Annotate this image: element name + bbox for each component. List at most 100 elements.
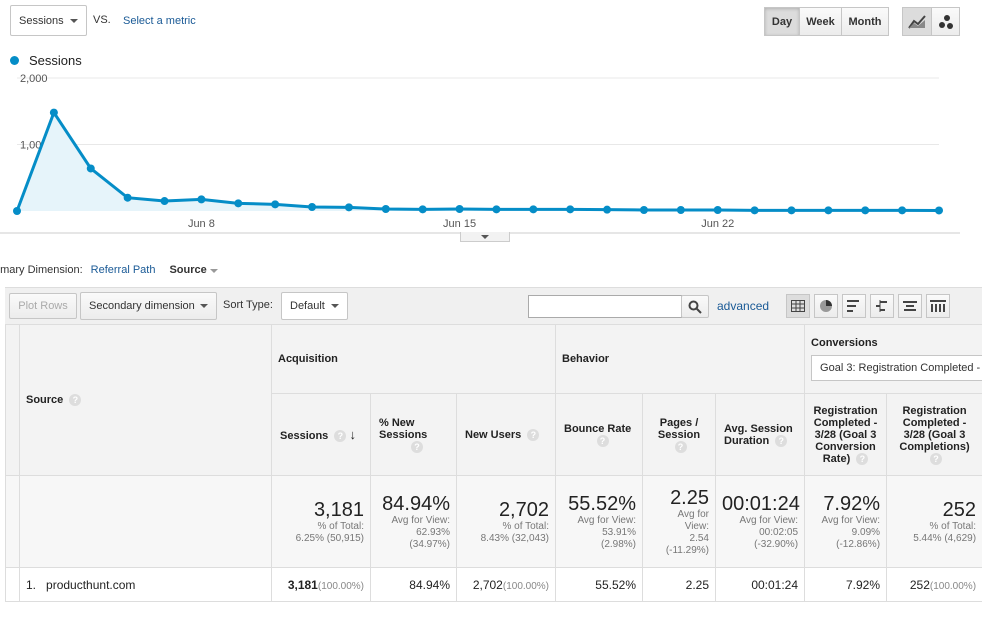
totals-conversion-rate: 7.92% Avg for View: 9.09% (-12.86%) <box>804 475 888 568</box>
performance-view-button[interactable] <box>842 294 866 318</box>
new-sessions-column-header[interactable]: % New Sessions? <box>370 393 457 476</box>
totals-completions: 252% of Total: 5.44% (4,629) <box>886 475 982 568</box>
data-point[interactable] <box>898 206 907 215</box>
bar-chart-icon <box>847 300 859 312</box>
data-point[interactable] <box>308 203 317 212</box>
data-point[interactable] <box>49 108 58 117</box>
data-point[interactable] <box>13 207 21 215</box>
table-search-input[interactable] <box>528 295 682 318</box>
avg-delta: (-12.86%) <box>836 538 881 550</box>
data-point[interactable] <box>234 199 243 208</box>
chevron-down-icon <box>200 304 208 308</box>
data-point[interactable] <box>381 205 390 214</box>
data-point[interactable] <box>824 206 833 215</box>
metric-dropdown[interactable]: Sessions <box>10 5 87 36</box>
source-link[interactable]: producthunt.com <box>46 577 136 592</box>
secondary-dimension-dropdown[interactable]: Secondary dimension <box>80 292 217 320</box>
source-column-header[interactable]: Source ? <box>19 324 272 476</box>
data-point[interactable] <box>344 203 353 212</box>
data-point[interactable] <box>492 205 501 214</box>
line-chart-icon <box>908 14 926 29</box>
sort-type-value: Default <box>290 300 325 312</box>
new-users-header-label: New Users <box>465 428 522 441</box>
totals-new-users: 2,702% of Total: 8.43% (32,043) <box>456 475 556 568</box>
legend-label: Sessions <box>29 53 82 68</box>
pie-view-button[interactable] <box>814 294 838 318</box>
conversion-rate-header-label: Registration Completed - 3/28 (Goal 3 Co… <box>813 404 878 465</box>
comparison-view-button[interactable] <box>870 294 894 318</box>
avg-delta: (34.97%) <box>409 538 450 550</box>
advanced-filter-link[interactable]: advanced <box>717 299 770 313</box>
help-icon[interactable]: ? <box>596 434 609 447</box>
help-icon[interactable]: ? <box>674 440 687 453</box>
plot-rows-button[interactable]: Plot Rows <box>9 293 77 319</box>
data-point[interactable] <box>418 205 427 214</box>
month-button[interactable]: Month <box>841 7 889 36</box>
data-point[interactable] <box>271 200 280 209</box>
data-point[interactable] <box>713 206 722 215</box>
completions-header-label: Registration Completed - 3/28 (Goal 3 Co… <box>899 404 970 453</box>
bounce-rate-header-label: Bounce Rate <box>564 422 632 435</box>
row-index: 1. <box>26 577 37 592</box>
data-point[interactable] <box>566 205 575 214</box>
data-point[interactable] <box>160 197 169 206</box>
goal-dropdown[interactable]: Goal 3: Registration Completed - 3/28 <box>811 355 982 381</box>
x-tick-label: Jun 22 <box>701 218 734 230</box>
pages-session-cell: 2.25 <box>642 567 716 602</box>
sort-type-dropdown[interactable]: Default <box>281 292 348 320</box>
select-all-checkbox-cell[interactable] <box>5 324 20 476</box>
row-checkbox[interactable] <box>5 567 20 602</box>
new-users-column-header[interactable]: New Users ? <box>456 393 556 476</box>
pages-session-column-header[interactable]: Pages / Session? <box>642 393 716 476</box>
help-icon[interactable]: ? <box>930 452 943 465</box>
data-point[interactable] <box>676 206 685 215</box>
line-chart-view-button[interactable] <box>902 7 932 36</box>
avg-duration-column-header[interactable]: Avg. Session Duration ? <box>714 393 806 476</box>
data-point[interactable] <box>639 206 648 215</box>
table-view-button[interactable] <box>786 294 810 318</box>
data-point[interactable] <box>750 206 759 215</box>
term-cloud-view-button[interactable] <box>898 294 922 318</box>
pivot-view-button[interactable] <box>926 294 950 318</box>
data-point[interactable] <box>455 205 464 214</box>
vs-label: VS. <box>93 14 111 26</box>
week-button[interactable]: Week <box>799 7 842 36</box>
total-bounce-value: 55.52% <box>568 492 636 515</box>
help-icon[interactable]: ? <box>334 430 347 442</box>
data-point[interactable] <box>861 206 870 215</box>
chart-expand-toggle[interactable] <box>460 232 510 242</box>
conversion-rate-column-header[interactable]: Registration Completed - 3/28 (Goal 3 Co… <box>804 393 888 476</box>
day-button[interactable]: Day <box>764 7 800 36</box>
data-point[interactable] <box>86 164 95 173</box>
select-metric-link[interactable]: Select a metric <box>123 15 196 27</box>
motion-chart-view-button[interactable] <box>931 7 960 36</box>
help-icon[interactable]: ? <box>856 452 869 465</box>
data-point[interactable] <box>603 205 612 214</box>
referral-path-link[interactable]: Referral Path <box>90 264 156 276</box>
search-button[interactable] <box>681 295 709 318</box>
sessions-column-header[interactable]: Sessions ? ↓ <box>271 393 371 476</box>
sessions-value: 3,181 <box>287 577 318 592</box>
behavior-group-header: Behavior <box>554 324 806 394</box>
data-point[interactable] <box>123 193 132 202</box>
primary-dimension-label: rimary Dimension: <box>0 264 83 276</box>
help-icon[interactable]: ? <box>69 394 82 406</box>
data-point[interactable] <box>935 206 943 215</box>
chart-legend: Sessions <box>10 53 82 68</box>
data-point[interactable] <box>787 206 796 215</box>
data-point[interactable] <box>529 205 538 214</box>
avg-label: Avg for <box>677 508 710 520</box>
sort-type-label: Sort Type: <box>223 299 273 311</box>
completions-column-header[interactable]: Registration Completed - 3/28 (Goal 3 Co… <box>886 393 982 476</box>
help-icon[interactable]: ? <box>775 434 788 447</box>
x-tick-label: Jun 15 <box>443 218 476 230</box>
source-dimension-selected[interactable]: Source <box>169 264 218 276</box>
help-icon[interactable]: ? <box>527 428 540 441</box>
bounce-rate-column-header[interactable]: Bounce Rate? <box>555 393 643 476</box>
help-icon[interactable]: ? <box>411 440 423 453</box>
pages-session-header-label: Pages / Session <box>657 416 701 441</box>
avg-delta: (2.98%) <box>600 538 636 550</box>
data-point[interactable] <box>197 195 206 204</box>
total-label: % of Total: <box>502 520 549 532</box>
